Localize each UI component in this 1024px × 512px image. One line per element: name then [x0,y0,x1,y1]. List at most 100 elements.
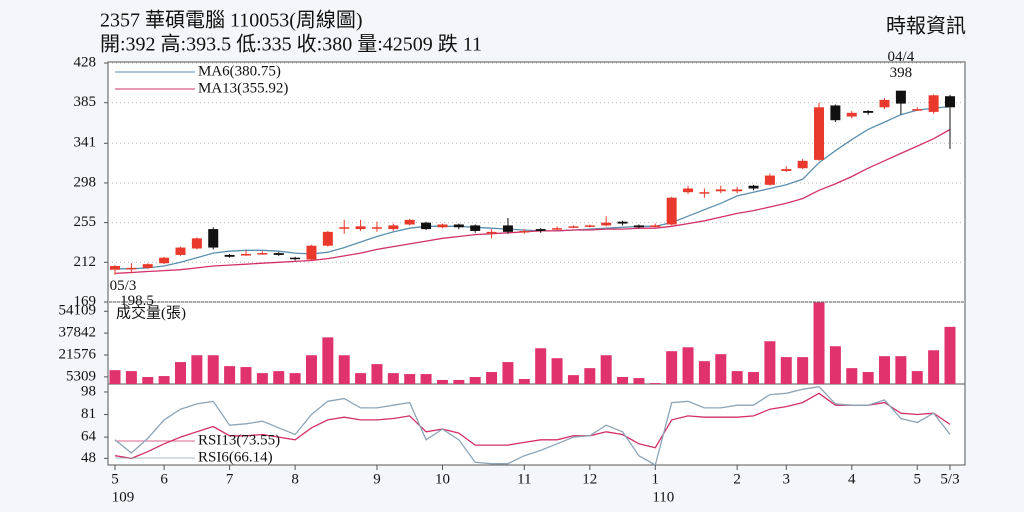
candle-body [764,175,775,185]
volume-bar [387,373,399,384]
volume-bar [584,368,596,384]
candle-body [404,219,415,225]
x-tick-label: 4 [848,471,856,487]
volume-bar [174,362,186,384]
candle-body [781,169,792,171]
volume-bar [469,377,481,384]
candle-body [584,225,595,227]
candle-body [486,231,497,234]
x-tick-label: 1 [652,471,660,487]
candle-body [339,227,350,229]
volume-bar [829,346,841,384]
volume-bar [535,348,547,384]
volume-bar [911,371,923,384]
x-tick-label: 5 [111,471,119,487]
volume-bar [846,368,858,384]
candle-body [699,192,710,194]
candle-body [732,189,743,192]
volume-bar [305,355,317,384]
volume-bar [240,367,252,384]
candle-body [159,257,170,264]
volume-bar [666,351,678,384]
candle-body [945,96,955,108]
candle-body [666,197,677,225]
candle-body [552,228,563,230]
candle-body [371,227,382,229]
x-tick-label: 11 [517,471,531,487]
volume-bar [797,357,809,384]
volume-bar [748,372,760,384]
year-label: 109 [112,489,135,505]
candle-body [895,90,906,104]
candle-body [601,222,612,226]
panel-title: 成交量(張) [116,303,186,321]
volume-bar [780,357,792,384]
candle-body [568,226,579,228]
candle-body [453,224,464,228]
y-tick-label: 64 [81,429,97,445]
volume-bar [633,378,645,384]
y-tick-label: 48 [81,450,96,466]
ma-line [114,128,951,275]
candle-body [126,267,137,270]
candle-body [814,107,825,160]
x-tick-label: 12 [582,471,597,487]
volume-bar [191,355,203,384]
y-tick-label: 169 [74,293,97,309]
volume-bar [895,356,907,384]
y-tick-label: 428 [74,54,97,70]
candle-body [175,247,186,255]
candle-body [110,266,120,270]
x-tick-label: 8 [291,471,299,487]
x-tick-label: 3 [783,471,791,487]
candle-body [879,99,890,108]
x-tick-label: 2 [733,471,741,487]
rsi-line [114,392,951,460]
candle-body [928,95,939,112]
candle-body [715,189,726,192]
y-tick-label: 98 [81,383,96,399]
volume-bar [551,358,563,384]
candle-body [388,225,399,230]
volume-bar [502,362,514,384]
y-tick-label: 54109 [59,303,97,319]
candle-body [257,253,268,255]
candle-body [912,109,923,111]
volume-bar [813,302,825,384]
volume-bar [125,371,137,384]
candle-body [633,225,644,228]
candle-body [290,257,301,260]
annotation-value: 398 [890,65,913,81]
volume-bar [567,375,579,384]
volume-bar [142,377,154,384]
y-tick-label: 385 [74,94,97,110]
volume-bar [682,347,694,384]
x-tick-label: 5/3 [940,471,959,487]
volume-bar [338,355,350,384]
volume-bar [322,337,334,384]
quote-info: 開:392 高:393.5 低:335 收:380 量:42509 跌 11 [100,33,482,56]
volume-bar [879,356,891,384]
rsi-line [114,386,951,466]
volume-bar [436,379,448,384]
candle-body [748,185,759,189]
volume-bar [928,350,940,384]
candle-body [502,225,513,232]
candle-body [142,264,153,268]
candle-body [191,238,202,249]
candle-body [224,254,235,257]
x-tick-label: 9 [373,471,381,487]
x-tick-label: 10 [435,471,450,487]
volume-bar [355,373,367,384]
volume-bar [862,372,874,384]
volume-bar [420,374,432,384]
candle-body [470,225,481,231]
volume-bar [600,355,612,384]
volume-bar [404,374,416,384]
legend-label: MA6(380.75) [198,63,281,79]
chart-title: 2357 華碩電腦 110053(周線圖) [100,9,363,32]
ma-line [115,105,951,270]
candle-body [863,110,874,113]
volume-bar [207,355,219,384]
